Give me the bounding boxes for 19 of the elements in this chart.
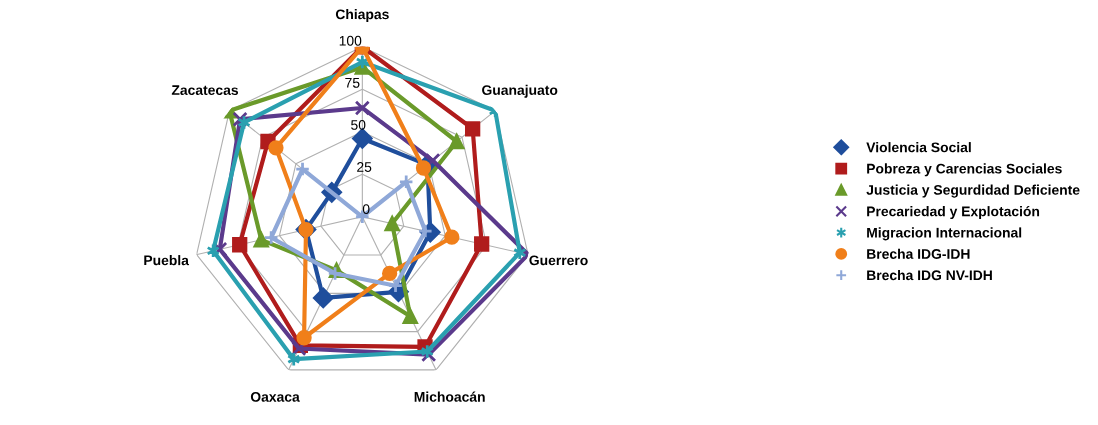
spoke-label: Oaxaca (250, 391, 300, 402)
legend-label: Violencia Social (866, 142, 971, 153)
y-tick-label: 75 (345, 78, 360, 88)
legend-label: Brecha IDG NV-IDH (867, 269, 992, 281)
y-tick-label: 100 (339, 35, 362, 46)
legend-label: Precariedad y Explotación (867, 205, 1040, 220)
spoke-label: Puebla (144, 255, 189, 266)
legend-label: Pobreza y Carencias Sociales (867, 163, 1062, 177)
spoke-label: Zacatecas (171, 85, 239, 95)
y-tick-label: 50 (351, 120, 366, 130)
legend-label: Migracion Internacional (867, 227, 1022, 241)
spoke-label: Guanajuato (482, 84, 558, 98)
spoke-label: Guerrero (529, 255, 588, 266)
y-tick-label: 0 (362, 204, 370, 214)
spoke-label: Chiapas (335, 9, 389, 22)
spoke-label: Michoacán (414, 391, 485, 402)
legend-label: Brecha IDG-IDH (867, 248, 970, 259)
y-tick-label: 25 (357, 162, 372, 172)
legend-label: Justicia y Segurdidad Deficiente (866, 184, 1080, 198)
